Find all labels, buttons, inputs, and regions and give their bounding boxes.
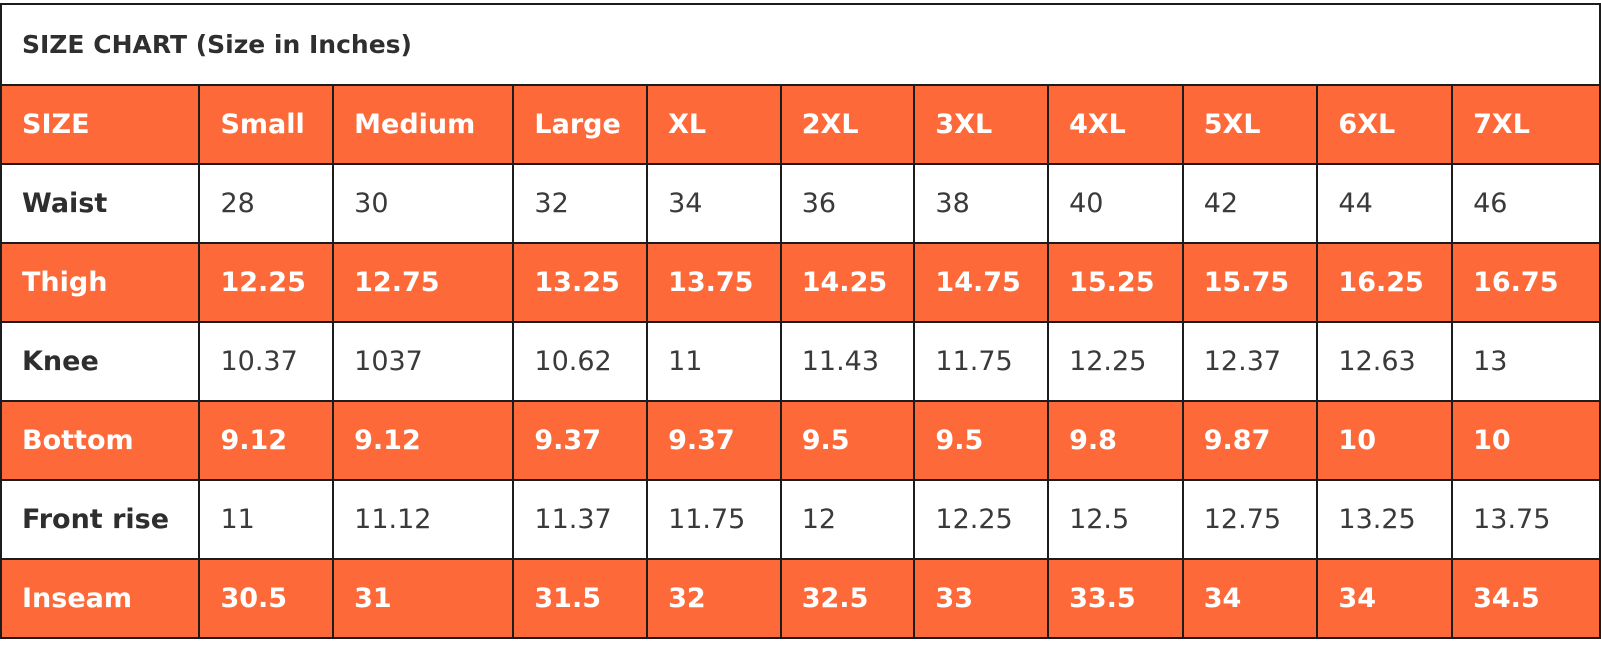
row-label-knee: Knee xyxy=(0,321,201,402)
header-cell-small: Small xyxy=(198,84,335,165)
cell-front-rise-5xl: 12.75 xyxy=(1181,479,1319,560)
cell-bottom-xl: 9.37 xyxy=(646,400,782,481)
header-cell-6xl: 6XL xyxy=(1316,84,1454,165)
cell-bottom-3xl: 9.5 xyxy=(913,400,1050,481)
cell-thigh-5xl: 15.75 xyxy=(1181,242,1319,323)
cell-thigh-large: 13.25 xyxy=(512,242,649,323)
size-chart-body: SIZE CHART (Size in Inches) SIZE Small Med… xyxy=(0,3,1601,639)
header-cell-medium: Medium xyxy=(332,84,515,165)
cell-waist-7xl: 46 xyxy=(1451,163,1601,244)
cell-knee-large: 10.62 xyxy=(512,321,649,402)
cell-front-rise-6xl: 13.25 xyxy=(1316,479,1454,560)
cell-bottom-large: 9.37 xyxy=(512,400,649,481)
cell-thigh-small: 12.25 xyxy=(198,242,335,323)
row-front-rise: Front rise 11 11.12 11.37 11.75 12 12.25 12.5 12… xyxy=(0,479,1601,560)
cell-thigh-4xl: 15.25 xyxy=(1047,242,1184,323)
cell-inseam-4xl: 33.5 xyxy=(1047,558,1184,639)
header-cell-large: Large xyxy=(512,84,649,165)
cell-thigh-2xl: 14.25 xyxy=(779,242,916,323)
row-label-inseam: Inseam xyxy=(0,558,201,639)
header-cell-size: SIZE xyxy=(0,84,201,165)
cell-bottom-7xl: 10 xyxy=(1451,400,1601,481)
cell-thigh-7xl: 16.75 xyxy=(1451,242,1601,323)
chart-title: SIZE CHART (Size in Inches) xyxy=(0,3,1601,86)
header-cell-5xl: 5XL xyxy=(1181,84,1319,165)
cell-thigh-xl: 13.75 xyxy=(646,242,782,323)
row-bottom: Bottom 9.12 9.12 9.37 9.37 9.5 9.5 9.8 9.87 10 10 xyxy=(0,400,1601,481)
cell-waist-4xl: 40 xyxy=(1047,163,1184,244)
row-label-bottom: Bottom xyxy=(0,400,201,481)
cell-bottom-5xl: 9.87 xyxy=(1181,400,1319,481)
cell-inseam-medium: 31 xyxy=(332,558,515,639)
row-thigh: Thigh 12.25 12.75 13.25 13.75 14.25 14.75 15.25… xyxy=(0,242,1601,323)
cell-knee-medium: 1037 xyxy=(332,321,515,402)
cell-knee-small: 10.37 xyxy=(198,321,335,402)
title-row: SIZE CHART (Size in Inches) xyxy=(0,3,1601,86)
cell-inseam-5xl: 34 xyxy=(1181,558,1319,639)
cell-waist-xl: 34 xyxy=(646,163,782,244)
cell-front-rise-3xl: 12.25 xyxy=(913,479,1050,560)
cell-inseam-xl: 32 xyxy=(646,558,782,639)
row-label-waist: Waist xyxy=(0,163,201,244)
cell-front-rise-xl: 11.75 xyxy=(646,479,782,560)
cell-inseam-large: 31.5 xyxy=(512,558,649,639)
cell-waist-6xl: 44 xyxy=(1316,163,1454,244)
cell-thigh-6xl: 16.25 xyxy=(1316,242,1454,323)
cell-front-rise-small: 11 xyxy=(198,479,335,560)
cell-knee-7xl: 13 xyxy=(1451,321,1601,402)
cell-thigh-3xl: 14.75 xyxy=(913,242,1050,323)
cell-inseam-6xl: 34 xyxy=(1316,558,1454,639)
cell-bottom-medium: 9.12 xyxy=(332,400,515,481)
cell-knee-6xl: 12.63 xyxy=(1316,321,1454,402)
row-waist: Waist 28 30 32 34 36 38 40 42 44 46 xyxy=(0,163,1601,244)
size-chart-table: SIZE CHART (Size in Inches) SIZE Small Med… xyxy=(0,3,1601,639)
cell-inseam-7xl: 34.5 xyxy=(1451,558,1601,639)
cell-front-rise-medium: 11.12 xyxy=(332,479,515,560)
cell-knee-2xl: 11.43 xyxy=(779,321,916,402)
cell-bottom-small: 9.12 xyxy=(198,400,335,481)
cell-waist-small: 28 xyxy=(198,163,335,244)
cell-bottom-6xl: 10 xyxy=(1316,400,1454,481)
cell-waist-medium: 30 xyxy=(332,163,515,244)
header-cell-xl: XL xyxy=(646,84,782,165)
cell-thigh-medium: 12.75 xyxy=(332,242,515,323)
cell-bottom-4xl: 9.8 xyxy=(1047,400,1184,481)
cell-knee-3xl: 11.75 xyxy=(913,321,1050,402)
cell-knee-4xl: 12.25 xyxy=(1047,321,1184,402)
cell-front-rise-4xl: 12.5 xyxy=(1047,479,1184,560)
row-inseam: Inseam 30.5 31 31.5 32 32.5 33 33.5 34 34 34.5 xyxy=(0,558,1601,639)
cell-inseam-2xl: 32.5 xyxy=(779,558,916,639)
header-cell-4xl: 4XL xyxy=(1047,84,1184,165)
cell-inseam-small: 30.5 xyxy=(198,558,335,639)
row-label-thigh: Thigh xyxy=(0,242,201,323)
cell-inseam-3xl: 33 xyxy=(913,558,1050,639)
cell-waist-2xl: 36 xyxy=(779,163,916,244)
header-cell-2xl: 2XL xyxy=(779,84,916,165)
cell-knee-xl: 11 xyxy=(646,321,782,402)
row-label-front-rise: Front rise xyxy=(0,479,201,560)
header-cell-7xl: 7XL xyxy=(1451,84,1601,165)
cell-front-rise-large: 11.37 xyxy=(512,479,649,560)
header-row: SIZE Small Medium Large XL 2XL 3XL 4XL 5XL 6XL 7XL xyxy=(0,84,1601,165)
cell-waist-large: 32 xyxy=(512,163,649,244)
cell-waist-3xl: 38 xyxy=(913,163,1050,244)
cell-bottom-2xl: 9.5 xyxy=(779,400,916,481)
cell-front-rise-2xl: 12 xyxy=(779,479,916,560)
row-knee: Knee 10.37 1037 10.62 11 11.43 11.75 12.25 12.37… xyxy=(0,321,1601,402)
header-cell-3xl: 3XL xyxy=(913,84,1050,165)
cell-front-rise-7xl: 13.75 xyxy=(1451,479,1601,560)
cell-knee-5xl: 12.37 xyxy=(1181,321,1319,402)
cell-waist-5xl: 42 xyxy=(1181,163,1319,244)
